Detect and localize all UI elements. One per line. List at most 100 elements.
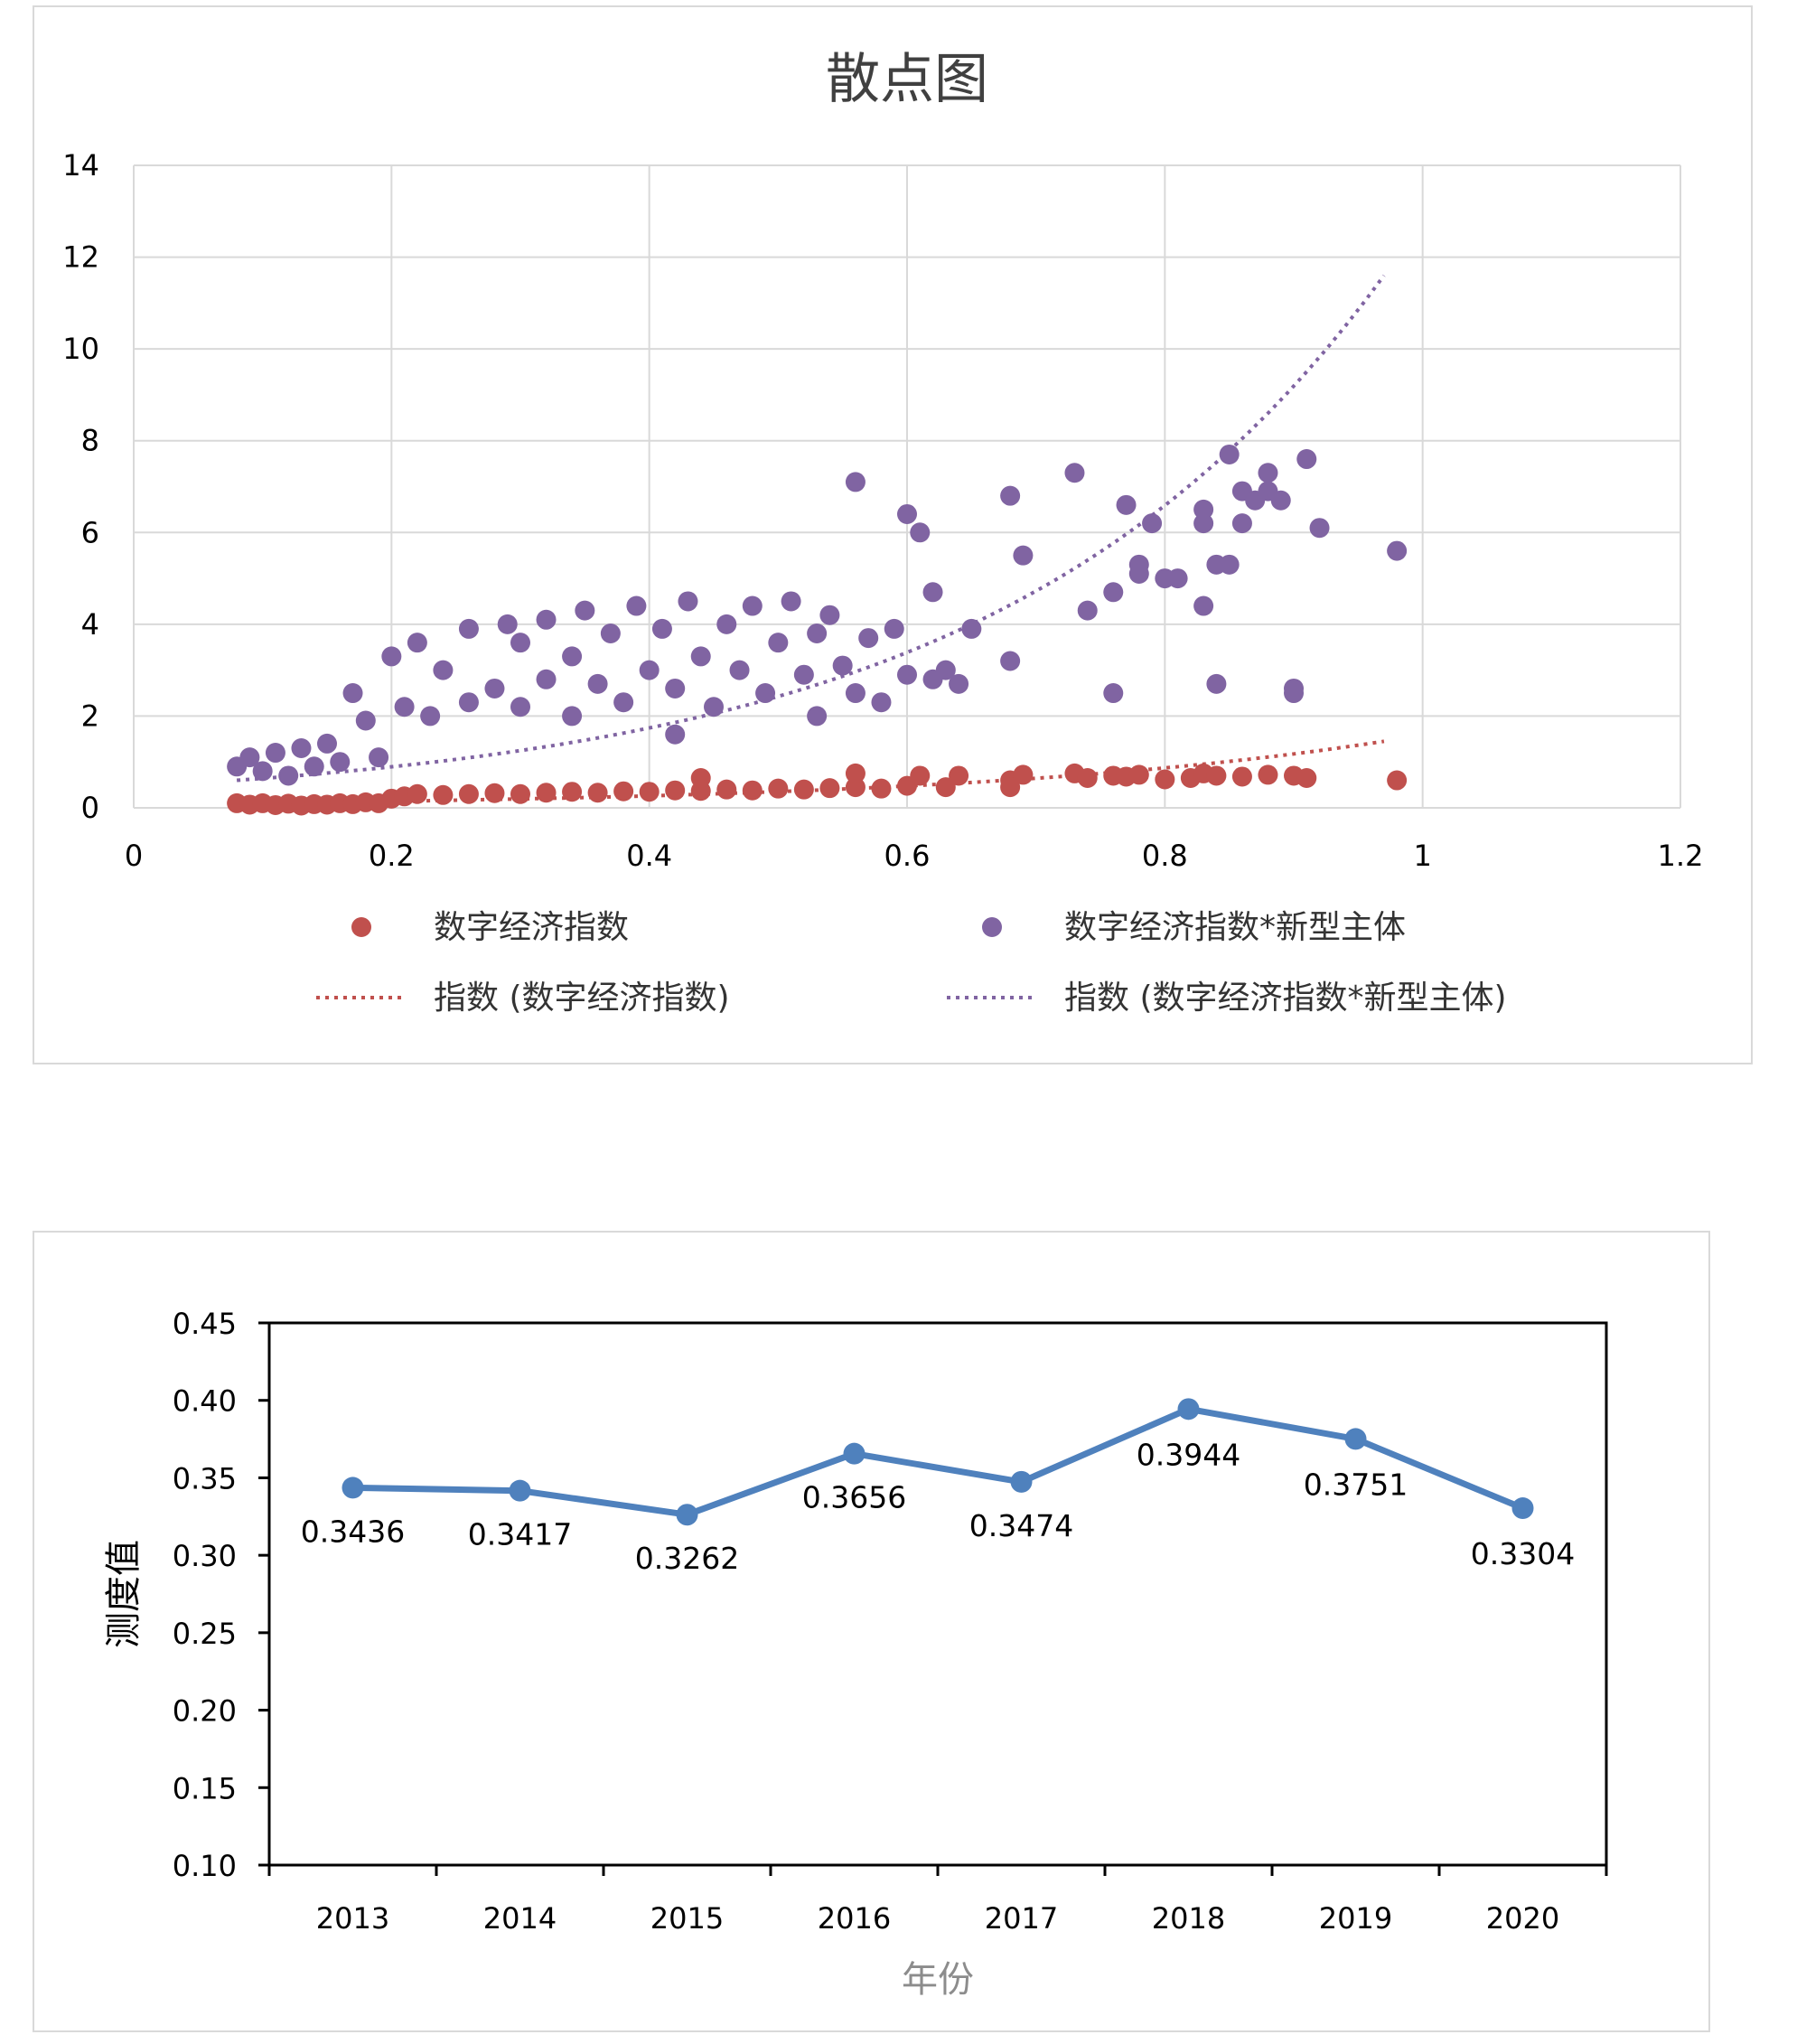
legend-label: 指数 (数字经济指数) [434, 980, 730, 1017]
scatter-point [858, 628, 879, 649]
scatter-point [1296, 767, 1317, 788]
scatter-point [394, 697, 415, 717]
scatter-point [536, 669, 557, 689]
scatter-point [1219, 554, 1240, 575]
scatter-point [536, 609, 557, 630]
scatter-point [291, 737, 312, 758]
y-tick-label: 12 [62, 240, 99, 275]
scatter-point [510, 783, 530, 804]
chart-title: 散点图 [826, 48, 988, 111]
scatter-point [742, 595, 763, 616]
line-chart-panel: 0.10 0.15 0.20 0.25 0.30 0.35 0.40 0.45 2013 2014… [33, 1231, 1710, 2032]
scatter-point [1128, 764, 1149, 785]
data-label: 0.3656 [802, 1480, 906, 1515]
scatter-point [1231, 513, 1252, 534]
scatter-point [665, 724, 686, 745]
scatter-point [665, 678, 686, 699]
y-tick-label: 0.10 [173, 1849, 237, 1883]
trendline [236, 274, 1386, 783]
y-tick-label: 0 [81, 791, 99, 825]
scatter-point [949, 765, 969, 786]
scatter-point [1013, 545, 1034, 566]
scatter-point [910, 765, 931, 786]
line-chart: 0.10 0.15 0.20 0.25 0.30 0.35 0.40 0.45 2013 2014… [103, 1307, 1608, 2001]
scatter-point [1193, 595, 1214, 616]
scatter-point [1000, 651, 1021, 671]
scatter-point [1258, 764, 1278, 785]
scatter-point [1193, 499, 1214, 520]
scatter-point [807, 706, 828, 727]
series-line [352, 1405, 1524, 1518]
scatter-point [742, 780, 763, 801]
scatter-point [1167, 568, 1188, 589]
scatter-point [1206, 765, 1227, 786]
scatter-point [1103, 582, 1124, 603]
scatter-point [1116, 494, 1137, 515]
scatter-point [510, 697, 530, 717]
scatter-point [433, 784, 454, 805]
scatter-point [1103, 683, 1124, 704]
scatter-point [845, 472, 866, 492]
scatter-point [793, 779, 814, 800]
scatter-point [1296, 449, 1317, 470]
data-label: 0.3417 [468, 1517, 572, 1552]
data-label: 0.3474 [969, 1508, 1073, 1543]
scatter-point [587, 783, 608, 803]
scatter-point [935, 777, 956, 798]
scatter-point [536, 783, 557, 803]
data-label: 0.3944 [1137, 1437, 1240, 1472]
scatter-point [935, 660, 956, 680]
scatter-point [961, 618, 982, 639]
y-tick-label: 14 [62, 148, 99, 183]
scatter-point [690, 767, 711, 788]
y-tick-label: 4 [81, 607, 99, 642]
scatter-point [562, 646, 583, 667]
scatter-point [910, 522, 931, 543]
scatter-point [626, 595, 647, 616]
scatter-point [1064, 463, 1085, 483]
scatter-point [832, 655, 853, 676]
scatter-point [884, 618, 904, 639]
x-tick-label: 1.2 [1658, 839, 1704, 873]
y-axis-title: 测度值 [103, 1540, 145, 1648]
scatter-point [1231, 766, 1252, 787]
scatter-point [1142, 513, 1163, 534]
y-tick-label: 6 [81, 515, 99, 549]
scatter-point [1258, 463, 1278, 483]
scatter-chart-panel: 散点图 0 2 4 6 8 10 12 14 0 0.2 0.4 0.6 0.8 1 1.2 数字经济指数 数字经… [33, 5, 1753, 1064]
scatter-point [1206, 673, 1227, 694]
y-tick-label: 0.25 [173, 1617, 237, 1651]
scatter-point [587, 673, 608, 694]
scatter-point [781, 591, 801, 612]
scatter-point [265, 743, 285, 764]
data-label: 0.3751 [1304, 1467, 1408, 1502]
legend-label: 指数 (数字经济指数*新型主体) [1064, 980, 1507, 1017]
scatter-point [897, 664, 917, 685]
scatter-point [755, 683, 776, 704]
data-point [843, 1442, 866, 1465]
x-tick-label: 0.4 [626, 839, 672, 873]
y-tick-label: 10 [62, 332, 99, 366]
scatter-point [922, 582, 943, 603]
scatter-point [1193, 513, 1214, 534]
y-tick-label: 8 [81, 424, 99, 458]
scatter-point [845, 683, 866, 704]
scatter-point [871, 692, 892, 713]
scatter-point [433, 660, 454, 680]
scatter-point [678, 591, 698, 612]
scatter-point [575, 600, 595, 621]
legend-marker [351, 917, 371, 937]
scatter-point [1270, 490, 1291, 511]
scatter-point [420, 706, 441, 727]
scatter-point [807, 624, 828, 644]
data-point [676, 1504, 698, 1526]
x-tick-label: 2018 [1152, 1901, 1225, 1936]
scatter-point [407, 783, 427, 804]
data-point [1010, 1470, 1033, 1493]
scatter-point [716, 779, 737, 800]
x-tick-label: 2013 [316, 1901, 389, 1936]
y-tick-label: 2 [81, 699, 99, 733]
y-tick-label: 0.20 [173, 1694, 237, 1729]
x-tick-label: 2017 [985, 1901, 1058, 1936]
scatter-point [768, 633, 789, 653]
